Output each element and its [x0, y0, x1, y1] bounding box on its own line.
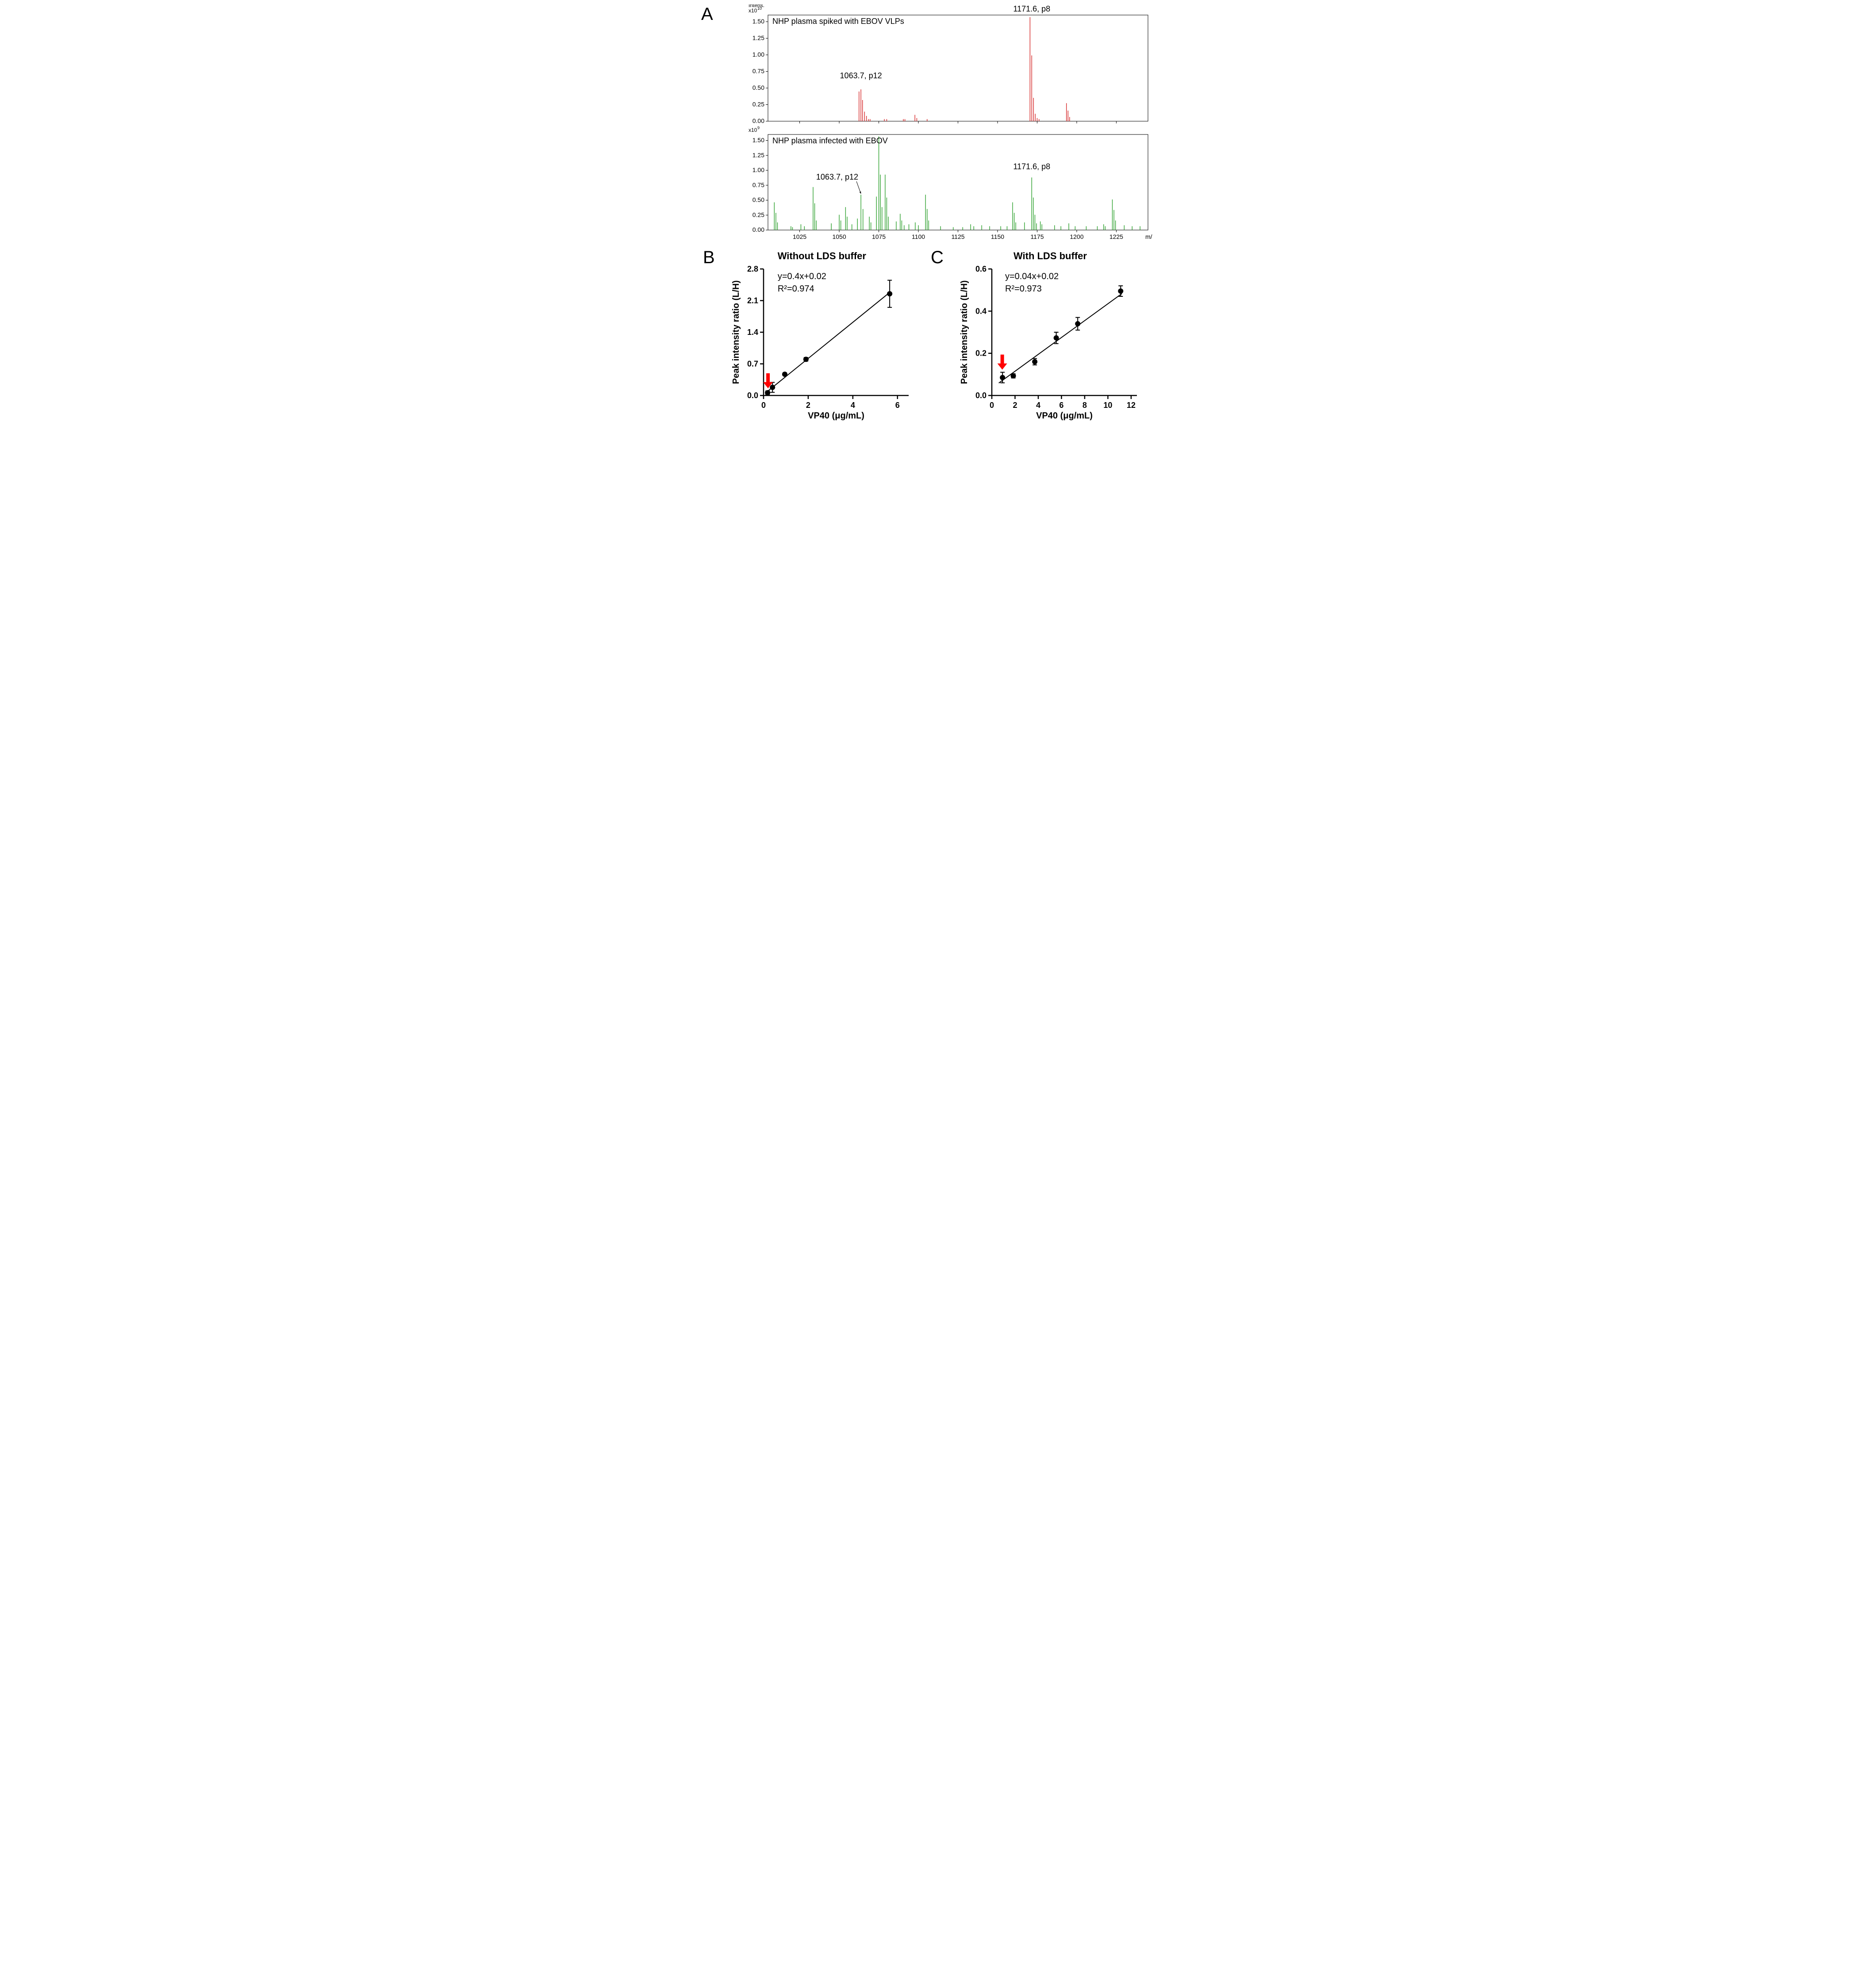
panel-b: B Without LDS buffer y=0.4x+0.02 R²=0.97… — [701, 248, 929, 423]
svg-text:1125: 1125 — [951, 233, 964, 240]
svg-text:0.0: 0.0 — [747, 391, 758, 400]
svg-text:0.75: 0.75 — [752, 181, 764, 188]
svg-text:0.50: 0.50 — [752, 196, 764, 203]
svg-text:0.50: 0.50 — [752, 84, 764, 91]
svg-text:2.8: 2.8 — [747, 265, 758, 273]
svg-text:NHP plasma spiked with EBOV VL: NHP plasma spiked with EBOV VLPs — [772, 17, 904, 26]
svg-text:1.25: 1.25 — [752, 35, 764, 42]
svg-text:1171.6, p8: 1171.6, p8 — [1013, 4, 1050, 13]
svg-text:1063.7, p12: 1063.7, p12 — [816, 173, 858, 181]
svg-text:0.0: 0.0 — [975, 391, 987, 400]
panel-a-row: A 0.000.250.500.751.001.251.50x1010Inten… — [701, 4, 1157, 243]
svg-text:VP40 (μg/mL): VP40 (μg/mL) — [808, 411, 864, 421]
panel-a-spectra: 0.000.250.500.751.001.251.50x1010Intens.… — [713, 4, 1157, 243]
svg-text:10: 10 — [1103, 401, 1112, 410]
svg-text:1.00: 1.00 — [752, 51, 764, 58]
panels-bc-row: B Without LDS buffer y=0.4x+0.02 R²=0.97… — [701, 248, 1157, 423]
panel-a-letter: A — [701, 4, 713, 24]
svg-text:1200: 1200 — [1070, 233, 1083, 240]
svg-text:Peak intensity ratio (L/H): Peak intensity ratio (L/H) — [960, 280, 969, 384]
svg-text:1063.7, p12: 1063.7, p12 — [840, 71, 882, 80]
svg-text:x10: x10 — [749, 8, 757, 14]
panel-c: C With LDS buffer y=0.04x+0.02 R²=0.973 … — [929, 248, 1157, 423]
svg-text:1175: 1175 — [1030, 233, 1044, 240]
svg-text:1.50: 1.50 — [752, 18, 764, 25]
svg-text:12: 12 — [1127, 401, 1136, 410]
svg-text:0.2: 0.2 — [975, 349, 987, 358]
svg-text:2: 2 — [1013, 401, 1017, 410]
svg-text:m/z: m/z — [1145, 233, 1152, 240]
svg-text:2: 2 — [806, 401, 810, 410]
svg-text:1075: 1075 — [872, 233, 886, 240]
panel-b-title: Without LDS buffer — [715, 250, 929, 262]
svg-text:1225: 1225 — [1109, 233, 1123, 240]
panel-b-letter: B — [703, 248, 715, 268]
panel-b-equation: y=0.4x+0.02 — [778, 272, 826, 282]
svg-text:0.00: 0.00 — [752, 117, 764, 124]
svg-text:Intens.: Intens. — [749, 4, 764, 8]
svg-text:1050: 1050 — [832, 233, 846, 240]
svg-text:2.1: 2.1 — [747, 296, 758, 305]
svg-text:NHP plasma infected with EBOV: NHP plasma infected with EBOV — [772, 136, 888, 145]
svg-text:1.00: 1.00 — [752, 166, 764, 173]
svg-text:4: 4 — [851, 401, 855, 410]
svg-text:1.50: 1.50 — [752, 137, 764, 144]
svg-text:0: 0 — [990, 401, 994, 410]
svg-text:1.4: 1.4 — [747, 328, 758, 337]
svg-text:4: 4 — [1036, 401, 1040, 410]
svg-text:0.7: 0.7 — [747, 360, 758, 368]
svg-text:9: 9 — [757, 126, 760, 130]
svg-text:6: 6 — [895, 401, 900, 410]
svg-text:1171.6, p8: 1171.6, p8 — [1013, 162, 1050, 171]
svg-text:0.25: 0.25 — [752, 101, 764, 108]
svg-text:6: 6 — [1059, 401, 1063, 410]
svg-text:0.75: 0.75 — [752, 68, 764, 75]
svg-text:Peak intensity ratio (L/H): Peak intensity ratio (L/H) — [731, 280, 741, 384]
panel-b-r2: R²=0.974 — [778, 284, 814, 294]
svg-text:x10: x10 — [749, 127, 757, 133]
svg-text:1.25: 1.25 — [752, 151, 764, 158]
svg-text:1100: 1100 — [912, 233, 925, 240]
panel-c-equation: y=0.04x+0.02 — [1005, 272, 1059, 282]
panel-c-chart: y=0.04x+0.02 R²=0.973 0 2 4 6 8 10 12 0.0 0.2 0.4… — [957, 264, 1143, 423]
svg-text:1025: 1025 — [793, 233, 806, 240]
svg-text:8: 8 — [1083, 401, 1087, 410]
panel-b-chart: y=0.4x+0.02 R²=0.974 0 2 4 6 0.0 0.7 1.4 2.1 2.8… — [729, 264, 915, 423]
figure-root: A 0.000.250.500.751.001.251.50x1010Inten… — [697, 0, 1161, 436]
svg-text:0.00: 0.00 — [752, 226, 764, 233]
svg-text:0.25: 0.25 — [752, 211, 764, 218]
svg-text:0.4: 0.4 — [975, 307, 987, 315]
svg-text:VP40 (μg/mL): VP40 (μg/mL) — [1036, 411, 1093, 421]
panel-c-title: With LDS buffer — [944, 250, 1157, 262]
svg-text:0.6: 0.6 — [975, 265, 987, 273]
svg-text:1150: 1150 — [991, 233, 1004, 240]
panel-c-letter: C — [931, 248, 944, 268]
spectrum-top: 0.000.250.500.751.001.251.50x1010Intens.… — [744, 4, 1152, 124]
spectrum-bottom: 0.00 0.25 0.50 0.75 1.00 1.25 1.50 x109 1025 1050… — [744, 124, 1152, 243]
panel-c-r2: R²=0.973 — [1005, 284, 1042, 294]
svg-text:0: 0 — [761, 401, 766, 410]
